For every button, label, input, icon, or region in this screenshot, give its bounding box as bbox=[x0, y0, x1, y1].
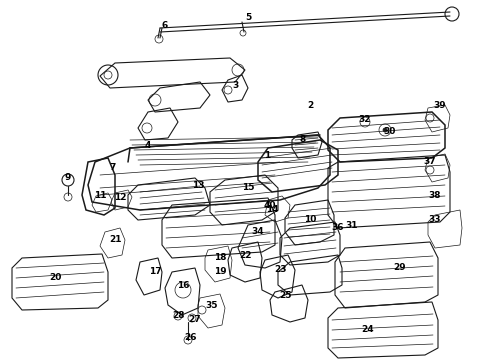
Text: 27: 27 bbox=[189, 315, 201, 324]
Text: 22: 22 bbox=[239, 251, 251, 260]
Text: 18: 18 bbox=[214, 253, 226, 262]
Text: 35: 35 bbox=[206, 301, 218, 310]
Text: 4: 4 bbox=[145, 140, 151, 149]
Text: 30: 30 bbox=[384, 127, 396, 136]
Text: 31: 31 bbox=[346, 220, 358, 230]
Text: 38: 38 bbox=[429, 190, 441, 199]
Text: 40: 40 bbox=[264, 201, 276, 210]
Text: 17: 17 bbox=[148, 267, 161, 276]
Text: 5: 5 bbox=[245, 13, 251, 22]
Text: 37: 37 bbox=[424, 158, 436, 166]
Text: 23: 23 bbox=[274, 266, 286, 274]
Text: 28: 28 bbox=[172, 310, 184, 320]
Text: 2: 2 bbox=[307, 100, 313, 109]
Text: 39: 39 bbox=[434, 100, 446, 109]
Text: 16: 16 bbox=[177, 280, 189, 289]
Text: 9: 9 bbox=[65, 174, 71, 183]
Text: 7: 7 bbox=[110, 163, 116, 172]
Text: 32: 32 bbox=[359, 116, 371, 125]
Text: 29: 29 bbox=[393, 264, 406, 273]
Text: 26: 26 bbox=[184, 333, 196, 342]
Text: 3: 3 bbox=[232, 81, 238, 90]
Circle shape bbox=[383, 128, 387, 132]
Text: 34: 34 bbox=[252, 228, 264, 237]
Text: 24: 24 bbox=[362, 325, 374, 334]
Text: 8: 8 bbox=[300, 135, 306, 144]
Text: 13: 13 bbox=[192, 180, 204, 189]
Text: 10: 10 bbox=[304, 216, 316, 225]
Text: 20: 20 bbox=[49, 274, 61, 283]
Text: 21: 21 bbox=[109, 235, 121, 244]
Text: 15: 15 bbox=[242, 184, 254, 193]
Text: 33: 33 bbox=[429, 216, 441, 225]
Text: 11: 11 bbox=[94, 190, 106, 199]
Text: 36: 36 bbox=[332, 224, 344, 233]
Text: 14: 14 bbox=[266, 206, 278, 215]
Text: 25: 25 bbox=[279, 291, 291, 300]
Text: 19: 19 bbox=[214, 267, 226, 276]
Text: 12: 12 bbox=[114, 194, 126, 202]
Text: 1: 1 bbox=[264, 150, 270, 159]
Text: 6: 6 bbox=[162, 21, 168, 30]
